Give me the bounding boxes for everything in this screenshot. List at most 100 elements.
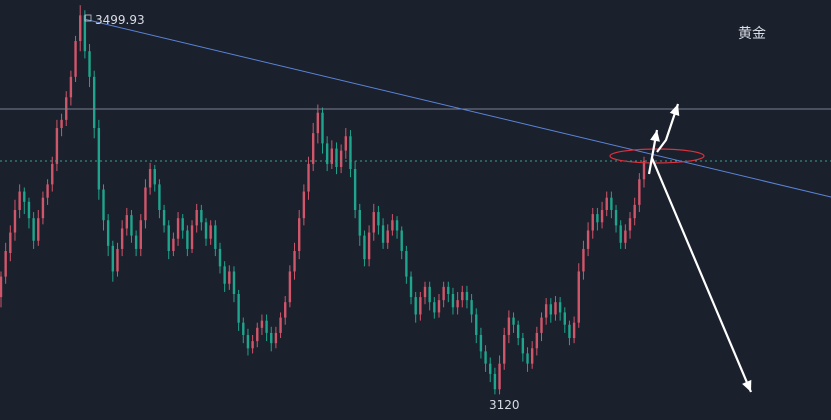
candle-body bbox=[605, 197, 608, 210]
candle-body bbox=[92, 76, 96, 129]
candle-body bbox=[470, 300, 473, 315]
candle-body bbox=[307, 163, 310, 192]
candle-body bbox=[339, 150, 343, 167]
chart-title: 黄金 bbox=[738, 25, 766, 42]
candle-body bbox=[311, 133, 315, 164]
candle-body bbox=[181, 218, 184, 231]
candle-body bbox=[428, 286, 431, 303]
highlight-ellipse bbox=[609, 148, 705, 164]
candle-body bbox=[106, 220, 110, 246]
candle-body bbox=[391, 220, 394, 231]
candle-body bbox=[32, 218, 35, 241]
candle-body bbox=[367, 232, 371, 260]
candle-body bbox=[325, 143, 329, 164]
low-price-label: 3120 bbox=[489, 398, 520, 412]
candle-body bbox=[526, 353, 529, 364]
candle-body bbox=[195, 210, 198, 226]
candle-body bbox=[563, 312, 566, 325]
candle-body bbox=[200, 210, 203, 223]
candle-body bbox=[23, 191, 26, 202]
candle-body bbox=[456, 300, 459, 308]
candle-body bbox=[628, 218, 632, 231]
candle-body bbox=[516, 324, 520, 339]
candle-body bbox=[237, 294, 240, 323]
candle-body bbox=[461, 291, 464, 301]
candle-body bbox=[381, 225, 385, 243]
candle-body bbox=[284, 302, 287, 318]
candle-body bbox=[139, 220, 142, 249]
candle-body bbox=[558, 302, 562, 313]
candle-body bbox=[572, 322, 576, 339]
candle-body bbox=[544, 304, 548, 318]
candle-body bbox=[97, 128, 101, 190]
candle-body bbox=[479, 334, 483, 352]
candle-body bbox=[568, 324, 571, 339]
up-arrow-tall bbox=[656, 103, 680, 153]
candle-body bbox=[475, 314, 478, 335]
candle-body bbox=[624, 230, 627, 243]
candle-body bbox=[74, 40, 77, 77]
down-arrow-target-head bbox=[742, 379, 752, 392]
candle-body bbox=[153, 169, 156, 185]
candle-body bbox=[51, 163, 54, 185]
candle-body bbox=[321, 112, 324, 144]
candle-body bbox=[633, 204, 636, 219]
candle-body bbox=[298, 218, 301, 251]
candle-body bbox=[596, 214, 599, 223]
candle-body bbox=[619, 225, 622, 243]
candle-body bbox=[274, 332, 278, 344]
candle-body bbox=[451, 294, 455, 308]
up-arrow-short-head bbox=[650, 130, 660, 142]
candle-body bbox=[232, 271, 236, 294]
candle-body bbox=[46, 184, 49, 198]
candle-body bbox=[400, 230, 403, 251]
candle-body bbox=[18, 191, 21, 210]
candle-body bbox=[293, 250, 296, 272]
candle-body bbox=[409, 276, 413, 298]
candle-body bbox=[600, 210, 604, 223]
candle-body bbox=[148, 169, 152, 188]
candle-body bbox=[158, 184, 161, 210]
candle-body bbox=[246, 334, 250, 349]
candle-body bbox=[270, 332, 273, 344]
candle-body bbox=[190, 225, 194, 249]
candle-body bbox=[125, 215, 129, 229]
candle-body bbox=[591, 214, 594, 231]
candle-body bbox=[265, 320, 268, 333]
candle-body bbox=[642, 160, 646, 180]
high-price-label: 3499.93 bbox=[95, 13, 145, 27]
candle-body bbox=[69, 76, 73, 98]
candle-body bbox=[144, 187, 147, 221]
candle-body bbox=[503, 334, 506, 364]
candle-body bbox=[60, 119, 63, 129]
candle-body bbox=[218, 248, 222, 267]
candle-body bbox=[134, 235, 138, 249]
candle-body bbox=[349, 136, 352, 170]
candle-body bbox=[37, 218, 40, 241]
candle-body bbox=[582, 248, 585, 272]
candle-body bbox=[540, 317, 543, 333]
candle-body bbox=[549, 304, 553, 315]
candle-body bbox=[358, 210, 361, 236]
candle-body bbox=[162, 210, 166, 226]
candle-body bbox=[214, 225, 217, 249]
candle-body bbox=[614, 210, 618, 226]
candle-body bbox=[102, 189, 105, 221]
candle-body bbox=[498, 363, 501, 390]
candle-body bbox=[279, 317, 282, 333]
candle-body bbox=[242, 322, 245, 335]
candle-body bbox=[186, 230, 189, 249]
candle-body bbox=[353, 169, 357, 210]
candle-body bbox=[116, 248, 119, 272]
candle-body bbox=[302, 191, 306, 219]
candle-body bbox=[41, 197, 45, 219]
candle-body bbox=[55, 128, 59, 164]
candle-body bbox=[493, 373, 497, 390]
candle-body bbox=[530, 348, 534, 364]
candle-body bbox=[120, 228, 124, 249]
candle-body bbox=[13, 210, 17, 233]
candle-body bbox=[554, 302, 557, 315]
candle-body bbox=[405, 250, 408, 277]
